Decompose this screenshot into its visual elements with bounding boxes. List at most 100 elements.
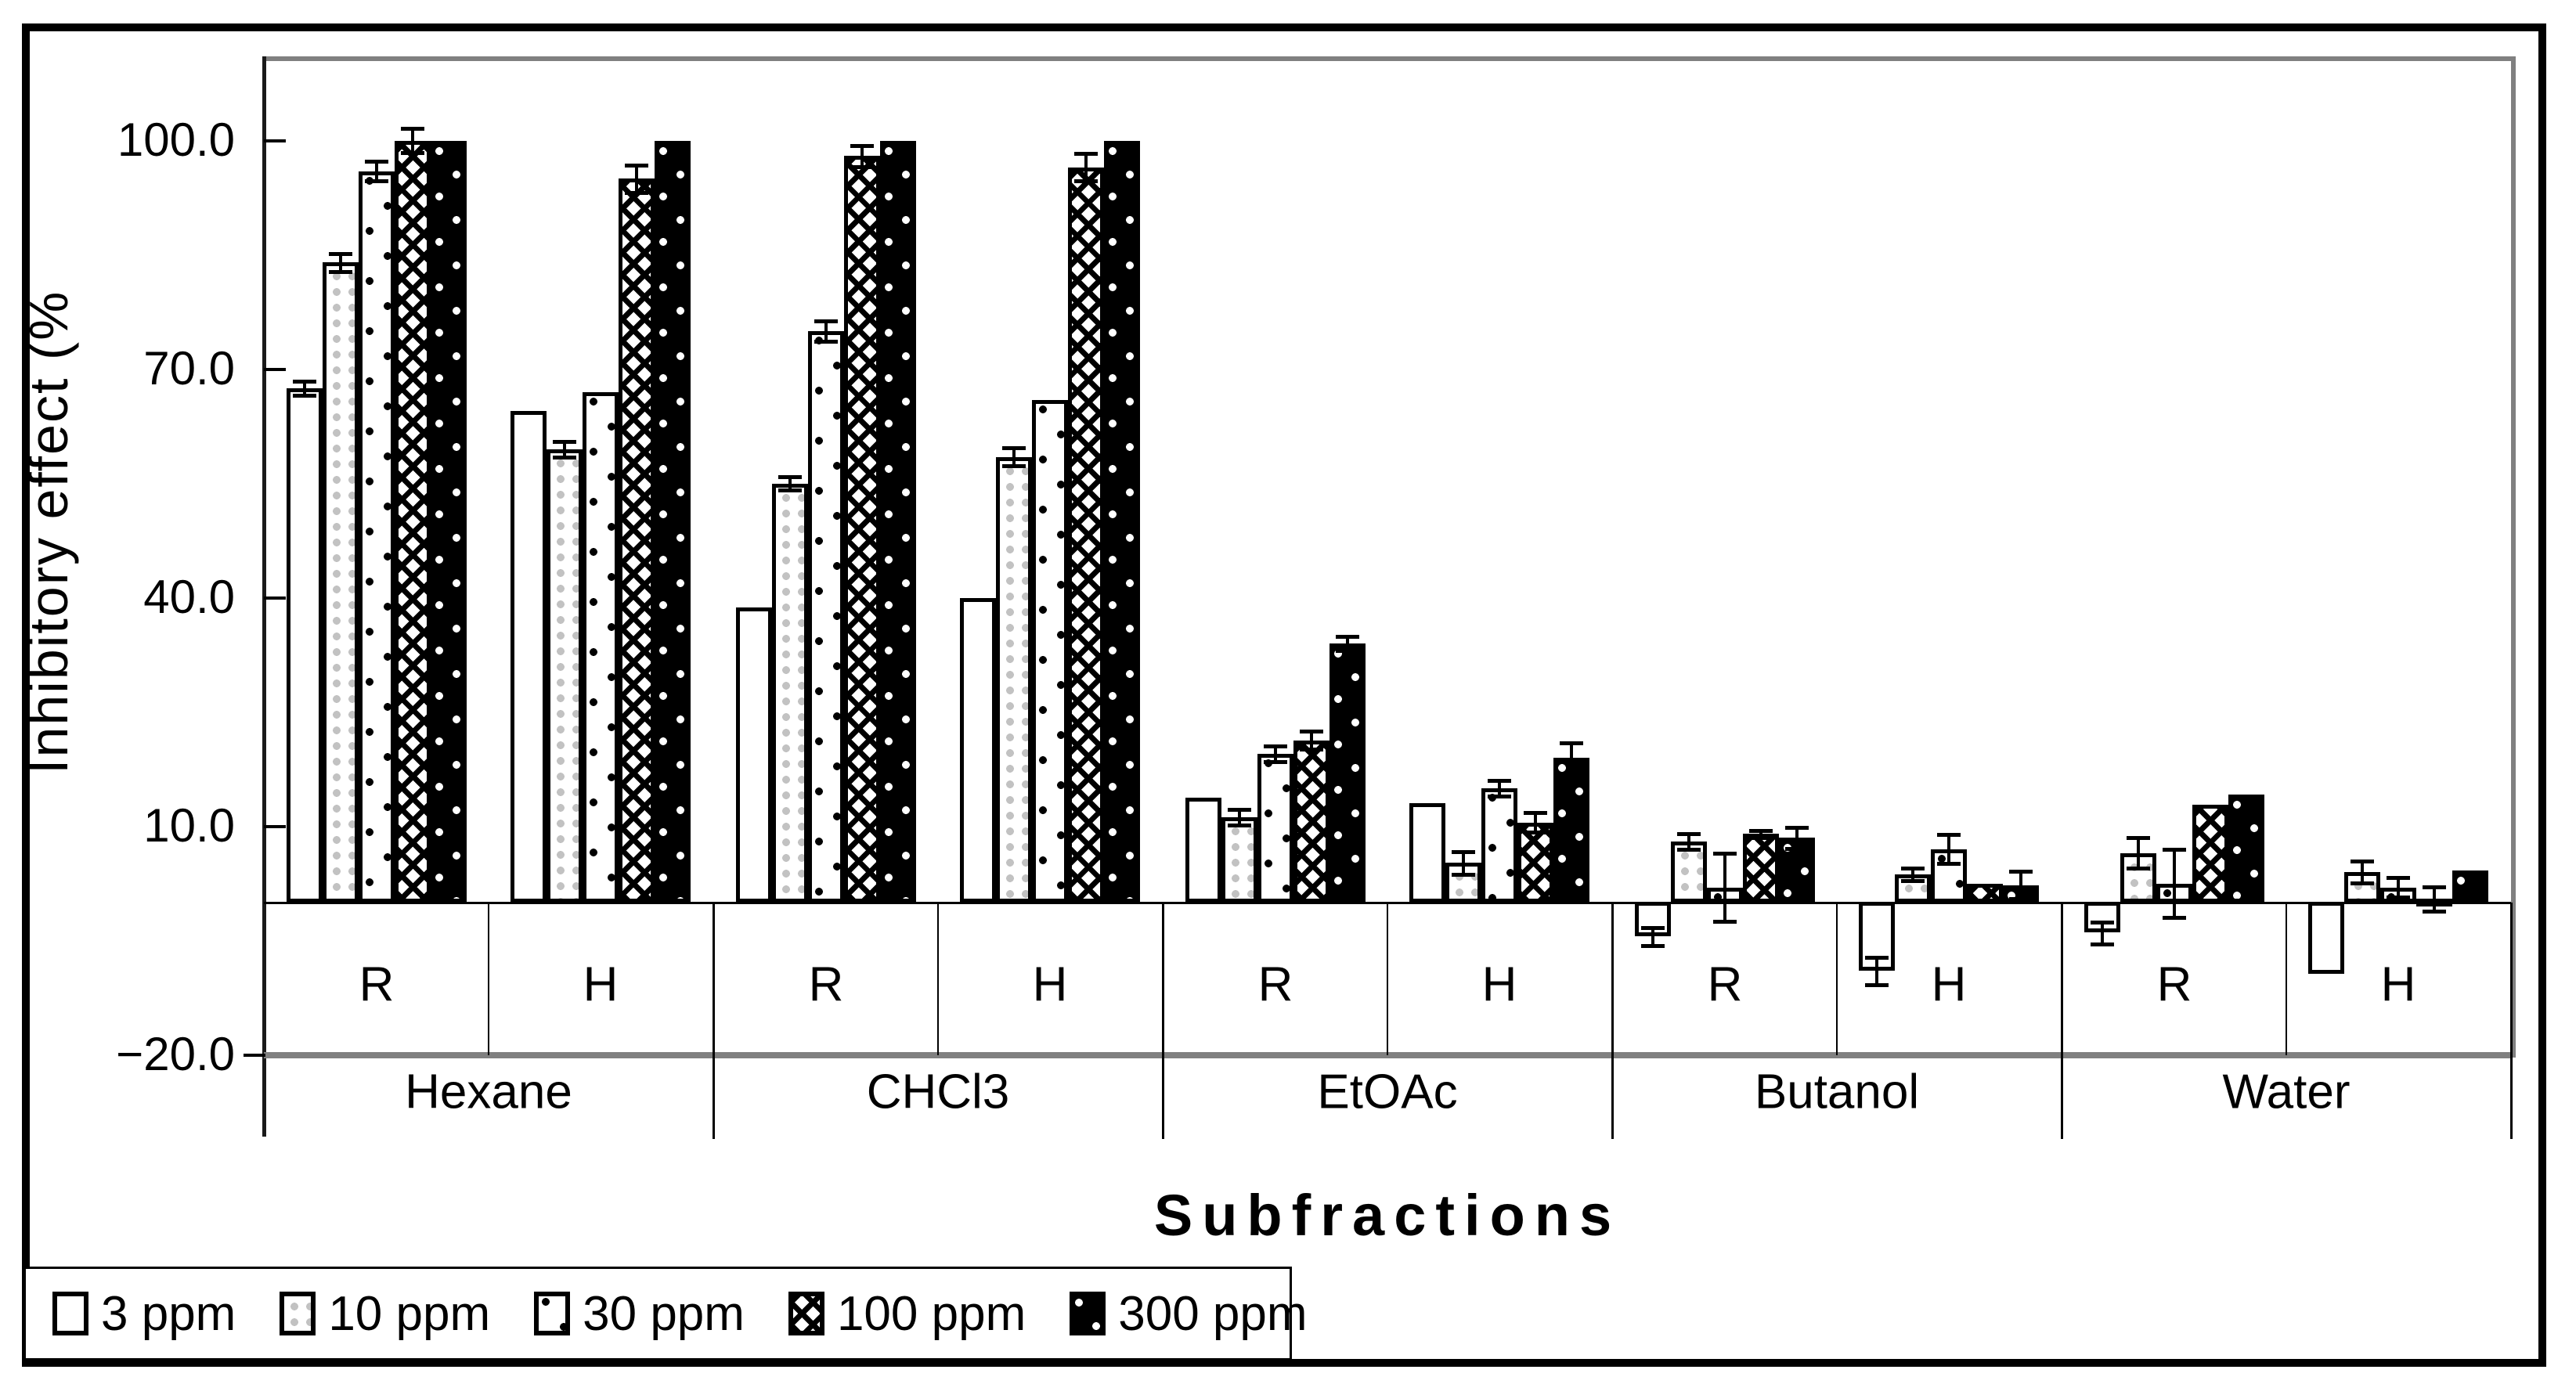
error-bar	[1012, 447, 1016, 467]
error-bar-cap	[1488, 794, 1511, 798]
bar	[1481, 788, 1517, 903]
subgroup-label: H	[1481, 957, 1517, 1012]
subgroup-label: R	[808, 957, 844, 1012]
error-bar-cap	[625, 190, 648, 195]
bar	[880, 140, 916, 903]
error-bar	[1534, 813, 1537, 833]
error-bar-cap	[329, 251, 352, 256]
error-bar-cap	[1677, 847, 1701, 852]
bar	[736, 607, 772, 903]
y-axis-title: Inhibitory effect (%	[18, 290, 79, 775]
error-bar-cap	[1865, 983, 1889, 988]
y-tick	[264, 367, 286, 371]
error-bar-cap	[2163, 916, 2186, 921]
x-axis-title: Subfractions	[1153, 1183, 1622, 1248]
bar	[1032, 399, 1068, 903]
group-separator	[713, 903, 715, 1139]
legend-item-label: 100 ppm	[836, 1286, 1026, 1341]
error-bar	[563, 442, 566, 457]
legend-item: 300 ppm	[1070, 1286, 1308, 1342]
subgroup-label: R	[1707, 957, 1743, 1012]
error-bar	[1346, 636, 1349, 651]
error-bar-cap	[1785, 825, 1809, 830]
bar	[395, 140, 431, 903]
error-bar	[1462, 851, 1465, 874]
plot-right-border	[2511, 56, 2516, 1058]
error-bar-cap	[1336, 648, 1359, 653]
error-bar	[1759, 830, 1762, 838]
error-bar-cap	[365, 159, 388, 164]
error-bar-cap	[850, 164, 874, 169]
bar	[547, 449, 583, 903]
error-bar-cap	[1937, 862, 1961, 867]
crosshatch-swatch-icon	[788, 1292, 824, 1335]
error-bar-cap	[1300, 748, 1323, 752]
subgroup-label: R	[1257, 957, 1293, 1012]
group-separator	[1162, 903, 1164, 1139]
error-bar-cap	[1452, 849, 1475, 854]
error-bar-cap	[1074, 179, 1098, 184]
legend-item: 10 ppm	[280, 1286, 490, 1342]
bar	[1257, 754, 1293, 903]
group-separator	[2510, 903, 2513, 1139]
error-bar	[1651, 928, 1654, 946]
error-bar	[2397, 877, 2400, 898]
bar	[583, 391, 619, 903]
error-bar-cap	[1336, 635, 1359, 640]
legend-item-label: 3 ppm	[101, 1286, 236, 1341]
bar	[772, 483, 808, 903]
bar	[1635, 902, 1671, 936]
bar	[1221, 816, 1257, 903]
bar	[1553, 758, 1589, 903]
bar	[2308, 902, 2344, 975]
error-bar-cap	[625, 163, 648, 168]
group-separator	[2061, 903, 2063, 1139]
error-bar	[1274, 746, 1277, 762]
error-bar-cap	[1452, 872, 1475, 877]
error-bar	[1498, 780, 1501, 796]
legend-item: 3 ppm	[52, 1286, 236, 1342]
bar	[1185, 797, 1221, 903]
error-bar-cap	[2387, 896, 2410, 900]
error-bar-cap	[553, 440, 576, 445]
subgroup-label: H	[583, 957, 619, 1012]
legend-item: 100 ppm	[788, 1286, 1026, 1342]
error-bar-cap	[1228, 808, 1251, 813]
error-bar-cap	[1785, 846, 1809, 851]
error-bar	[1947, 834, 1950, 864]
bar	[619, 178, 655, 903]
group-label: Water	[2222, 1065, 2351, 1119]
error-bar-cap	[1264, 744, 1287, 749]
group-separator	[1611, 903, 1614, 1139]
y-tick-label: 70.0	[143, 341, 235, 395]
error-bar	[339, 253, 342, 272]
error-bar-cap	[1228, 823, 1251, 827]
error-bar-cap	[1002, 445, 1026, 450]
error-bar-cap	[2351, 860, 2374, 864]
error-bar-cap	[1560, 771, 1583, 776]
bar	[1743, 834, 1779, 903]
subgroup-separator	[937, 903, 939, 1055]
bar	[2228, 794, 2264, 903]
error-bar-cap	[2127, 867, 2150, 871]
black-white-dot-swatch-icon	[1070, 1292, 1106, 1335]
y-tick-label: 100.0	[117, 113, 235, 166]
error-bar-cap	[1560, 741, 1583, 745]
error-bar-cap	[401, 127, 424, 132]
error-bar-cap	[2387, 875, 2410, 880]
error-bar-cap	[2423, 885, 2446, 889]
subgroup-label: R	[359, 957, 395, 1012]
error-bar	[411, 128, 414, 153]
error-bar-cap	[1901, 878, 1925, 883]
error-bar-cap	[401, 151, 424, 156]
error-bar-cap	[1300, 730, 1323, 733]
bar	[844, 156, 880, 903]
bar	[323, 262, 359, 903]
bar	[1293, 740, 1329, 903]
y-tick-label: 40.0	[143, 570, 235, 623]
error-bar	[1875, 957, 1878, 986]
error-bar-cap	[1865, 956, 1889, 961]
bar	[808, 331, 844, 903]
error-bar-cap	[1749, 828, 1773, 833]
bar	[2192, 805, 2228, 903]
